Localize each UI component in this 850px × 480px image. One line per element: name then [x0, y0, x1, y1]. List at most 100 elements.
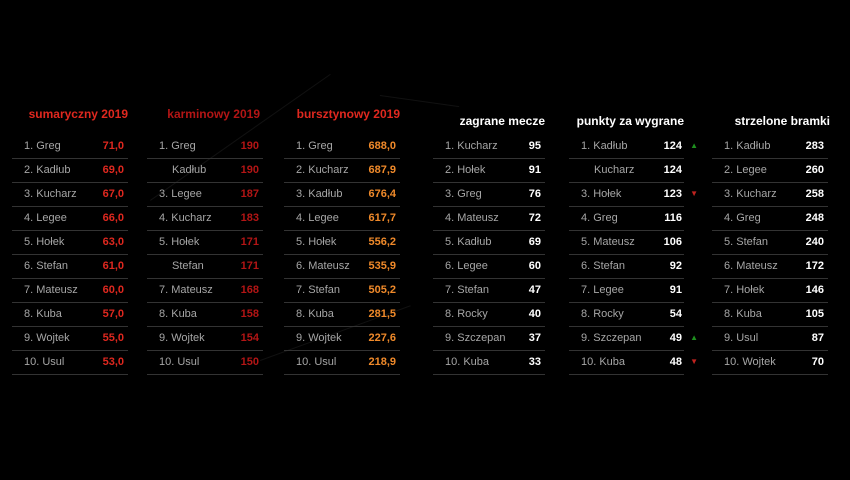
player-value: 95 — [528, 140, 541, 152]
player-name: 9. Szczepan — [581, 332, 642, 344]
player-value: 168 — [240, 284, 259, 296]
player-name: 1. Kucharz — [445, 140, 498, 152]
ranking-row: 2. Legee 260 — [712, 159, 828, 183]
player-name: 1. Kadłub — [581, 140, 628, 152]
player-value: 91 — [528, 164, 541, 176]
player-name: 2. Kadłub — [24, 164, 71, 176]
player-name: 7. Stefan — [445, 284, 490, 296]
player-name: 9. Wojtek — [159, 332, 205, 344]
player-value: 260 — [805, 164, 824, 176]
player-value: 124 — [663, 164, 682, 176]
player-value: 92 — [669, 260, 682, 272]
ranking-row: 7. Stefan 505,2 — [284, 279, 400, 303]
ranking-row: 8. Kuba 105 — [712, 303, 828, 327]
player-value: 66,0 — [102, 212, 124, 224]
ranking-row: 10. Usul 218,9 — [284, 351, 400, 375]
arrow-up-icon: ▲ — [690, 141, 698, 150]
player-value: 171 — [240, 236, 259, 248]
ranking-row: 5. Mateusz 106 — [569, 231, 684, 255]
player-value: 124 — [663, 140, 682, 152]
player-name: 6. Stefan — [581, 260, 626, 272]
player-name: 10. Kuba — [445, 356, 490, 368]
arrow-down-icon: ▼ — [690, 189, 698, 198]
ranking-row: 3. Kucharz 67,0 — [12, 183, 128, 207]
ranking-row: 3. Kadłub 676,4 — [284, 183, 400, 207]
player-value: 70 — [811, 356, 824, 368]
ranking-row: 5. Hołek 556,2 — [284, 231, 400, 255]
player-value: 190 — [240, 164, 259, 176]
ranking-row: 6. Legee 60 — [433, 255, 545, 279]
ranking-list: 1. Kadłub 283 2. Legee 260 3. Kucharz 258 4. G… — [712, 135, 828, 375]
player-name: 8. Rocky — [445, 308, 488, 320]
ranking-list: 1. Greg 71,0 2. Kadłub 69,0 3. Kucharz 67,0 4.… — [12, 135, 128, 375]
player-value: 72 — [528, 212, 541, 224]
panel-strzelone-bramki: strzelone bramki 1. Kadłub 283 2. Legee 260 3… — [712, 0, 830, 480]
player-name: 4. Legee — [296, 212, 339, 224]
ranking-row: 3. Legee 187 — [147, 183, 263, 207]
player-value: 61,0 — [102, 260, 124, 272]
player-name: 10. Usul — [159, 356, 200, 368]
player-name: 9. Wojtek — [296, 332, 342, 344]
player-value: 57,0 — [102, 308, 124, 320]
player-name: 1. Greg — [159, 140, 196, 152]
ranking-row: 5. Kadłub 69 — [433, 231, 545, 255]
arrow-up-icon: ▲ — [690, 333, 698, 342]
player-name: 5. Hołek — [296, 236, 337, 248]
panel-karminowy: karminowy 2019 1. Greg 190 Kadłub 190 3. Lege… — [147, 0, 263, 480]
player-value: 190 — [240, 140, 259, 152]
player-name: 4. Kucharz — [159, 212, 212, 224]
player-name: 5. Mateusz — [581, 236, 635, 248]
player-name: 3. Greg — [445, 188, 482, 200]
ranking-row: 6. Stefan 61,0 — [12, 255, 128, 279]
panel-punkty-za-wygrane: punkty za wygrane 1. Kadłub 124 ▲ Kucharz 124… — [569, 0, 698, 480]
player-value: 71,0 — [102, 140, 124, 152]
ranking-row: 3. Greg 76 — [433, 183, 545, 207]
player-value: 248 — [805, 212, 824, 224]
ranking-row: 1. Greg 190 — [147, 135, 263, 159]
player-value: 281,5 — [368, 308, 396, 320]
ranking-list: 1. Greg 190 Kadłub 190 3. Legee 187 4. Kucharz… — [147, 135, 263, 375]
ranking-row: 1. Kadłub 283 — [712, 135, 828, 159]
player-value: 505,2 — [368, 284, 396, 296]
ranking-row: 9. Wojtek 227,6 — [284, 327, 400, 351]
player-value: 146 — [805, 284, 824, 296]
player-name: 9. Usul — [724, 332, 759, 344]
player-name: 6. Mateusz — [296, 260, 350, 272]
ranking-row: 3. Hołek 123 ▼ — [569, 183, 698, 207]
player-name: 9. Wojtek — [24, 332, 70, 344]
player-name: 7. Mateusz — [24, 284, 78, 296]
ranking-row: 4. Legee 617,7 — [284, 207, 400, 231]
player-value: 54 — [669, 308, 682, 320]
player-value: 240 — [805, 236, 824, 248]
ranking-row: 5. Hołek 63,0 — [12, 231, 128, 255]
player-value: 676,4 — [368, 188, 396, 200]
ranking-row: Kucharz 124 — [569, 159, 684, 183]
player-name: Kucharz — [594, 164, 635, 176]
player-value: 218,9 — [368, 356, 396, 368]
ranking-row: 4. Legee 66,0 — [12, 207, 128, 231]
player-value: 172 — [805, 260, 824, 272]
player-value: 55,0 — [102, 332, 124, 344]
player-name: 8. Kuba — [296, 308, 334, 320]
ranking-row: 6. Mateusz 535,9 — [284, 255, 400, 279]
player-name: 5. Kadłub — [445, 236, 492, 248]
player-value: 37 — [528, 332, 541, 344]
ranking-row: 2. Kadłub 69,0 — [12, 159, 128, 183]
panel-title: sumaryczny 2019 — [28, 107, 128, 121]
player-value: 53,0 — [102, 356, 124, 368]
ranking-row: 3. Kucharz 258 — [712, 183, 828, 207]
ranking-row: 6. Stefan 92 — [569, 255, 684, 279]
ranking-row: 8. Kuba 158 — [147, 303, 263, 327]
ranking-row: 4. Greg 116 — [569, 207, 684, 231]
ranking-row: 5. Stefan 240 — [712, 231, 828, 255]
player-value: 283 — [805, 140, 824, 152]
ranking-row: 8. Kuba 281,5 — [284, 303, 400, 327]
player-name: 7. Hołek — [724, 284, 765, 296]
ranking-row: 10. Usul 150 — [147, 351, 263, 375]
player-value: 187 — [240, 188, 259, 200]
ranking-row: 10. Kuba 33 — [433, 351, 545, 375]
ranking-row: 7. Hołek 146 — [712, 279, 828, 303]
player-name: 7. Mateusz — [159, 284, 213, 296]
player-value: 40 — [528, 308, 541, 320]
ranking-row: 9. Wojtek 154 — [147, 327, 263, 351]
